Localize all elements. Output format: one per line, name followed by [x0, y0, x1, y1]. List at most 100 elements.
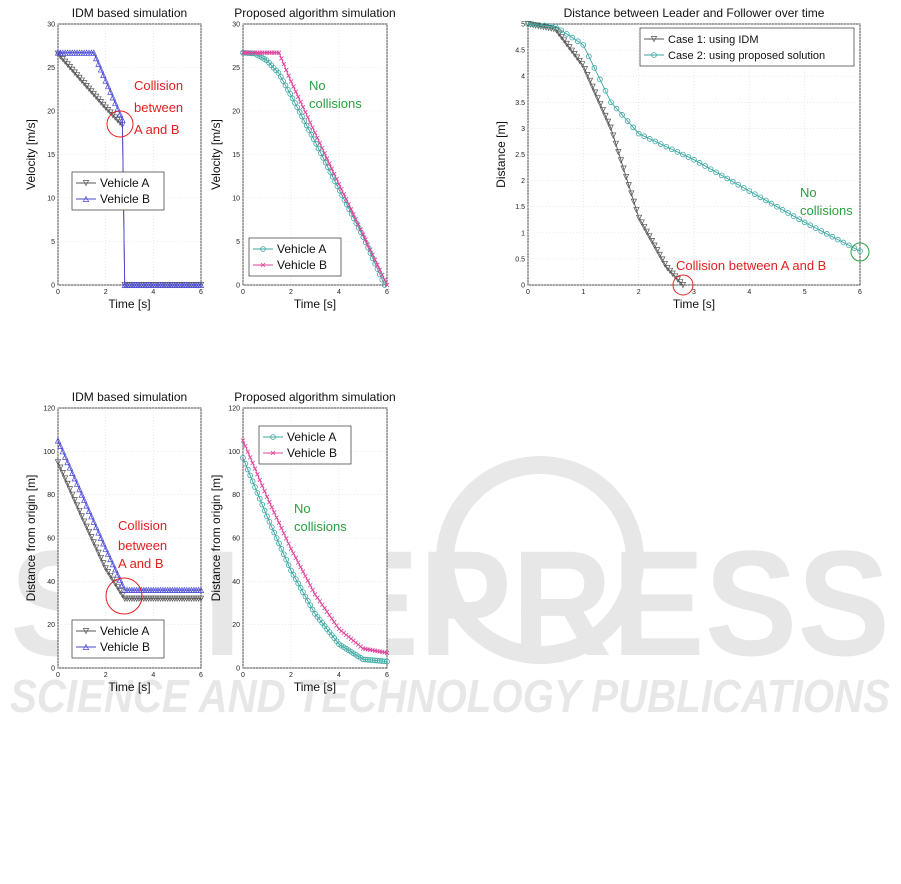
data-point [381, 658, 388, 665]
data-point [254, 490, 261, 496]
chart-dist_lf: 0 1 2 3 4 5 6 0 0.5 1 1.5 2 2.5 3 3.5 4 4.5 5 Distance bet… [494, 6, 870, 311]
data-point [95, 549, 102, 557]
data-point [638, 219, 645, 226]
data-point [54, 437, 62, 444]
data-point [260, 246, 266, 252]
data-point [312, 130, 318, 136]
data-point [116, 110, 124, 118]
x-tick-label: 2 [289, 672, 293, 679]
data-point [569, 34, 576, 41]
y-axis-label: Distance from origin [m] [24, 475, 38, 602]
annotation: No collisions [309, 78, 362, 111]
data-point [713, 169, 719, 176]
data-point [643, 228, 650, 236]
data-point [589, 83, 596, 91]
annotation: Collision between A and B [105, 518, 167, 615]
data-point [279, 56, 284, 61]
data-point [358, 227, 363, 232]
data-point [88, 534, 95, 541]
data-point [305, 578, 311, 583]
legend: Vehicle A Vehicle B [71, 619, 165, 659]
data-point [95, 529, 102, 536]
data-point [652, 138, 659, 145]
series-1 [240, 50, 390, 288]
x-tick-label: 6 [385, 289, 389, 296]
data-point [334, 176, 339, 182]
data-point [283, 67, 289, 73]
data-point [97, 534, 105, 541]
data-point [674, 149, 681, 155]
data-point [630, 198, 638, 206]
data-point [261, 507, 268, 514]
data-point [735, 181, 742, 188]
data-point [669, 146, 675, 153]
y-tick-label: 100 [43, 449, 55, 456]
legend-box [258, 425, 352, 465]
data-point [384, 658, 390, 665]
data-point [283, 556, 290, 563]
data-point [306, 127, 312, 133]
data-point [83, 523, 90, 531]
data-point [576, 57, 583, 65]
data-point [260, 262, 266, 268]
data-point [285, 86, 291, 93]
data-point [317, 140, 323, 146]
data-point [82, 643, 90, 650]
data-point [109, 576, 116, 584]
data-point [367, 247, 373, 252]
data-point [384, 282, 390, 288]
data-point [288, 567, 294, 574]
data-point [285, 562, 292, 568]
data-point [312, 592, 318, 597]
data-point [823, 231, 830, 237]
data-point [302, 593, 309, 600]
y-tick-label: 5 [521, 22, 525, 29]
data-point [73, 502, 81, 509]
data-point [650, 36, 658, 43]
y-tick-label: 15 [232, 152, 240, 159]
data-point [812, 225, 819, 231]
data-point [334, 623, 339, 628]
x-tick-label: 2 [104, 672, 108, 679]
y-tick-label: 20 [47, 109, 55, 116]
data-point [81, 496, 88, 504]
x-tick-label: 2 [637, 289, 641, 296]
data-point [566, 44, 573, 51]
data-point [307, 582, 313, 588]
data-point [288, 546, 294, 552]
data-point [305, 115, 311, 120]
data-point [324, 156, 330, 161]
data-point [271, 510, 277, 515]
data-point [100, 560, 107, 567]
data-point [840, 239, 847, 246]
data-point [119, 581, 126, 588]
data-point [92, 544, 100, 551]
data-point [109, 93, 116, 101]
data-point [116, 576, 124, 583]
legend-label: Vehicle A [277, 242, 326, 256]
data-point [264, 494, 270, 500]
data-point [661, 261, 669, 268]
data-point [656, 251, 663, 259]
chart-title: Proposed algorithm simulation [234, 390, 395, 404]
data-point [574, 38, 581, 45]
data-point [262, 488, 267, 494]
data-point [608, 99, 614, 106]
legend: Vehicle A Vehicle B [258, 425, 352, 465]
data-point [635, 214, 643, 222]
data-point [581, 66, 588, 73]
data-point [301, 118, 308, 124]
data-point [282, 82, 289, 89]
data-point [801, 219, 808, 226]
data-point [835, 236, 841, 243]
data-point [255, 472, 260, 477]
data-point [597, 101, 604, 108]
data-point [308, 131, 315, 138]
data-point [586, 53, 592, 60]
data-point [292, 100, 298, 106]
data-point [619, 112, 625, 118]
data-point [100, 71, 107, 78]
data-point [116, 588, 124, 595]
data-point [365, 242, 371, 247]
